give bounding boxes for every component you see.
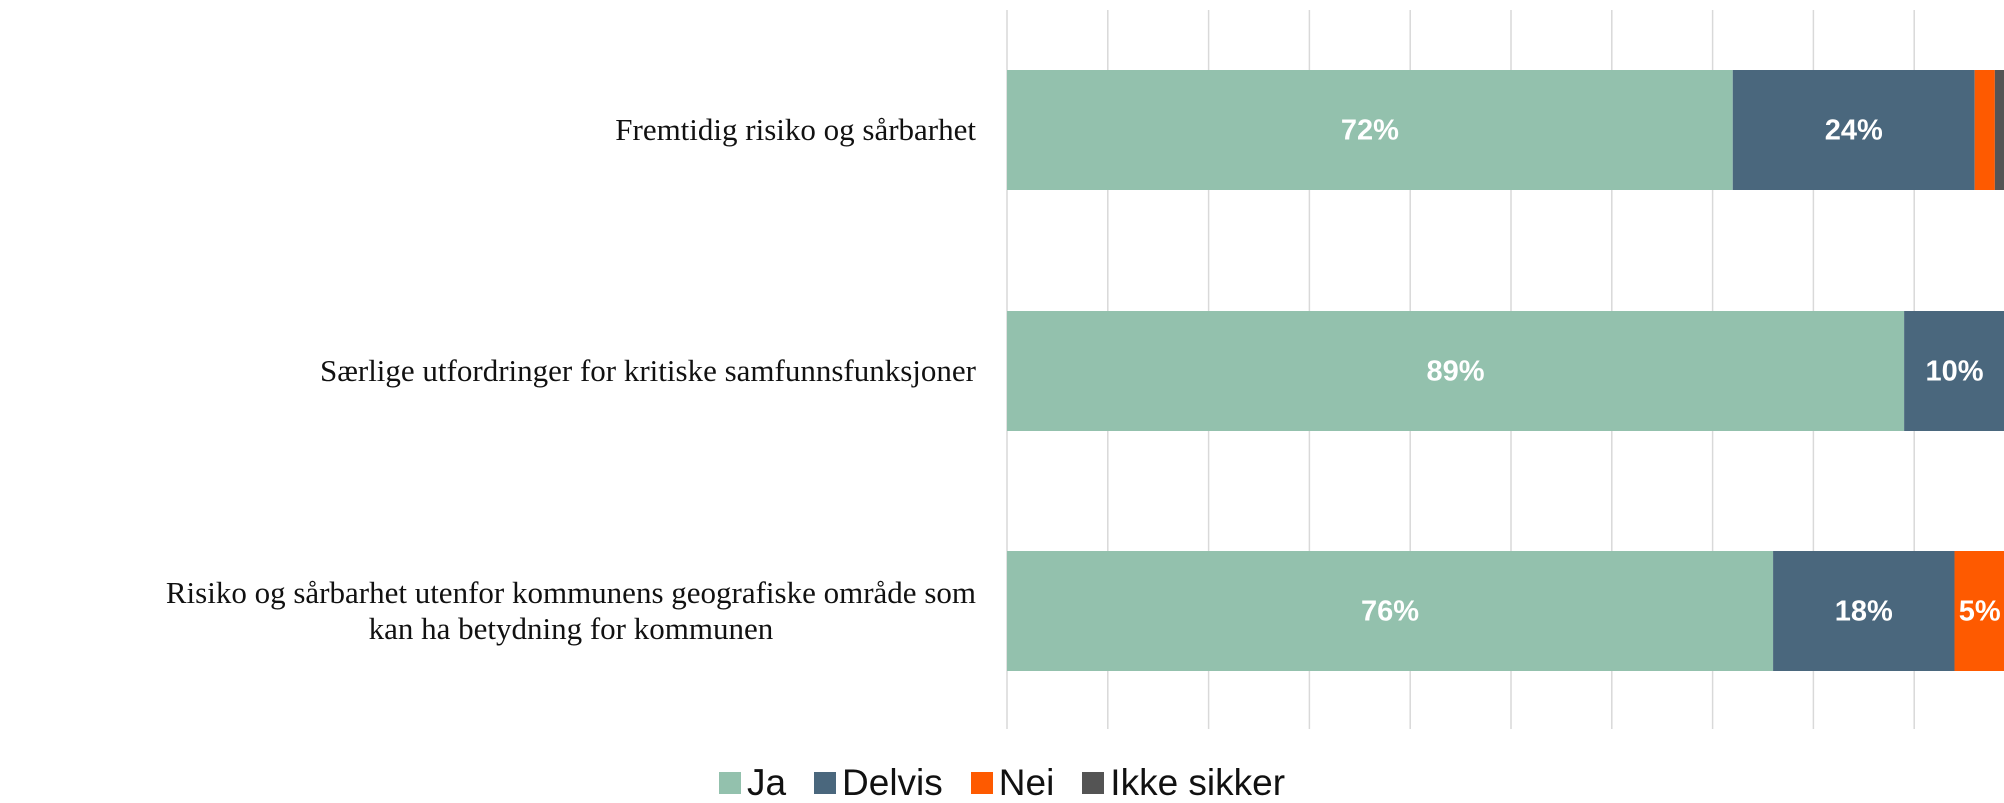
value-label: 89% <box>1427 356 1485 388</box>
legend-item: Ja <box>718 762 787 803</box>
value-label: 10% <box>1925 356 1983 388</box>
bar-segment <box>1773 551 1955 671</box>
bar-segment <box>1732 70 1975 190</box>
bar-segment <box>1974 70 1995 190</box>
value-label: 72% <box>1341 115 1399 147</box>
legend: Ja Delvis Nei Ikke sikker <box>0 762 2004 803</box>
value-label: 76% <box>1361 596 1419 628</box>
value-label: 18% <box>1835 596 1893 628</box>
legend-swatch <box>1082 772 1105 794</box>
category-label: Særlige utfordringer for kritiske samfun… <box>319 353 976 388</box>
bar-segment <box>1904 311 2004 431</box>
legend-label: Ikke sikker <box>1110 762 1286 803</box>
legend-item: Nei <box>970 762 1055 803</box>
legend-item: Delvis <box>814 762 943 803</box>
legend-swatch <box>970 772 993 794</box>
value-label: 24% <box>1825 115 1883 147</box>
legend-swatch <box>718 772 741 794</box>
legend-item: Ikke sikker <box>1082 762 1285 803</box>
bar-segment <box>1007 311 1905 431</box>
value-label: 5% <box>1959 596 2001 628</box>
bar-segment <box>1007 70 1733 190</box>
bar-segment <box>1994 70 2004 190</box>
category-label: Risiko og sårbarhet utenfor kommunens ge… <box>165 575 976 646</box>
legend-label: Delvis <box>842 762 943 803</box>
category-label: Fremtidig risiko og sårbarhet <box>615 112 976 147</box>
legend-label: Ja <box>746 762 787 803</box>
bar-segment <box>1007 551 1774 671</box>
legend-swatch <box>814 772 837 794</box>
bar-segment <box>1954 551 2004 671</box>
legend-label: Nei <box>998 762 1055 803</box>
